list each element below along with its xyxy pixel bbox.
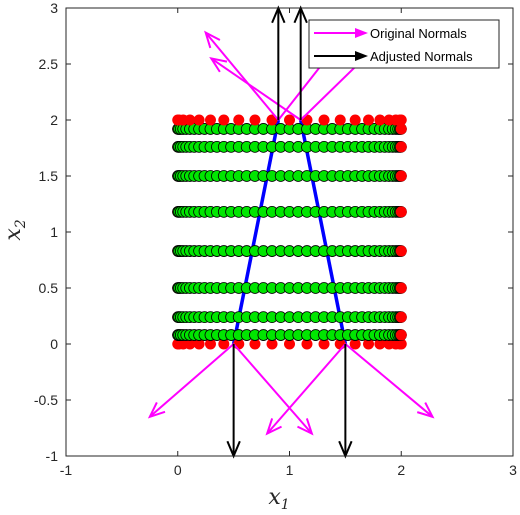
data-points — [172, 114, 407, 350]
red-point — [374, 114, 386, 126]
y-tick-label: 2 — [50, 112, 58, 128]
red-point — [395, 245, 407, 257]
legend-box — [308, 19, 500, 69]
red-point — [301, 338, 313, 350]
red-point — [193, 338, 205, 350]
red-point — [218, 338, 230, 350]
red-point — [318, 114, 330, 126]
x-tick-label: 1 — [286, 462, 294, 478]
red-point — [395, 282, 407, 294]
y-axis-label: x2 — [1, 219, 29, 240]
adjusted-normal-arrow — [226, 344, 241, 459]
red-point — [184, 338, 196, 350]
x-tick-label: -1 — [60, 462, 73, 478]
original-normal-arrow — [344, 343, 435, 419]
red-point — [249, 114, 261, 126]
red-point — [249, 338, 261, 350]
red-point — [349, 338, 361, 350]
original-normal-arrow — [232, 343, 314, 436]
red-point — [284, 114, 295, 126]
red-point — [233, 114, 245, 126]
adjusted-normal-arrow — [271, 5, 286, 120]
red-point — [334, 114, 346, 126]
red-point — [395, 114, 407, 126]
axis-ticks: -1 0 1 2 3 -1 -0.5 0 0.5 1 1.5 2 2.5 3 — [34, 0, 517, 478]
red-point — [363, 114, 375, 126]
red-point — [193, 114, 205, 126]
blue-boundary-0 — [231, 119, 281, 345]
original-normal-arrow — [265, 343, 347, 436]
red-point — [395, 170, 407, 182]
red-point — [218, 114, 230, 126]
legend: Original Normals Adjusted Normals — [308, 19, 500, 69]
adjusted-normal-arrow — [293, 5, 308, 120]
y-tick-label: 0 — [50, 336, 58, 352]
red-point — [395, 206, 407, 218]
red-point — [349, 114, 361, 126]
legend-arrowhead-original-normals — [355, 28, 368, 38]
x-tick-label: 0 — [174, 462, 182, 478]
plot-box — [65, 7, 514, 457]
original-normal-arrow — [209, 56, 302, 121]
y-tick-label: 3 — [50, 0, 58, 16]
y-tick-label: -0.5 — [34, 392, 58, 408]
red-point — [284, 338, 295, 350]
red-point — [204, 338, 216, 350]
red-point — [204, 114, 216, 126]
red-point — [318, 338, 330, 350]
blue-boundary-lines — [231, 119, 348, 345]
normal-arrows — [147, 5, 435, 459]
red-point — [301, 114, 313, 126]
y-tick-label: 0.5 — [39, 280, 59, 296]
red-point — [184, 114, 196, 126]
legend-label-original-normals: Original Normals — [370, 26, 467, 41]
original-normal-arrow — [147, 343, 235, 419]
y-tick-label: 1.5 — [39, 168, 59, 184]
x-tick-label: 2 — [397, 462, 405, 478]
red-point — [395, 311, 407, 323]
original-normal-arrow — [204, 30, 280, 121]
red-point — [363, 338, 375, 350]
red-point — [395, 338, 407, 350]
axes-box — [65, 7, 514, 457]
red-point — [374, 338, 386, 350]
y-tick-label: 1 — [50, 224, 58, 240]
y-tick-label: 2.5 — [39, 56, 59, 72]
adjusted-normal-arrow — [338, 344, 353, 459]
x-tick-label: 3 — [509, 462, 517, 478]
legend-arrowhead-adjusted-normals — [355, 51, 368, 61]
x-axis-label: x1 — [268, 485, 289, 513]
legend-label-adjusted-normals: Adjusted Normals — [370, 49, 473, 64]
blue-boundary-1 — [298, 119, 348, 345]
red-point — [395, 141, 407, 153]
y-tick-label: -1 — [46, 448, 59, 464]
red-point — [266, 338, 278, 350]
red-point — [395, 329, 407, 341]
red-point — [395, 123, 407, 135]
